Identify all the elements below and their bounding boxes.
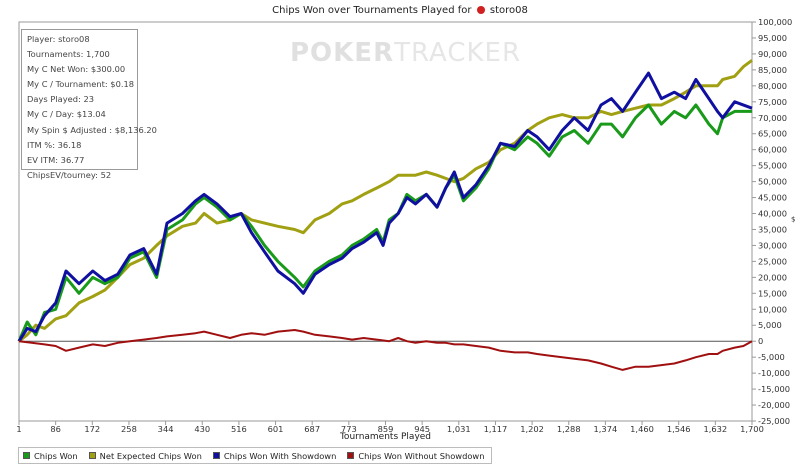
y-tick-label: -5,000: [758, 352, 785, 362]
stat-line: Tournaments: 1,700: [27, 49, 110, 60]
y-tick-label: 75,000: [758, 97, 787, 107]
y-tick-label: 35,000: [758, 224, 787, 234]
x-tick-label: 1,031: [447, 424, 471, 434]
y-axis-label: $: [791, 216, 795, 224]
stat-line: ChipsEV/tourney: 52: [27, 169, 112, 180]
y-tick-label: 60,000: [758, 145, 787, 155]
x-tick-label: 1,117: [484, 424, 508, 434]
x-tick-label: 516: [231, 424, 247, 434]
legend-label: Chips Won: [34, 450, 78, 461]
y-tick-label: 30,000: [758, 240, 787, 250]
stat-line: My C / Tournament: $0.18: [27, 79, 135, 90]
x-tick-label: 1,288: [557, 424, 581, 434]
stat-line: EV ITM: 36.77: [27, 154, 85, 165]
x-tick-label: 1,546: [667, 424, 691, 434]
x-tick-label: 1,202: [520, 424, 544, 434]
chart-title-text: Chips Won over Tournaments Played for: [272, 5, 472, 16]
y-tick-label: 65,000: [758, 129, 787, 139]
x-tick-label: 1,374: [594, 424, 618, 434]
x-tick-label: 86: [50, 424, 61, 434]
stat-line: My C Net Won: $300.00: [27, 64, 126, 75]
chart-title: Chips Won over Tournaments Played for st…: [0, 5, 800, 16]
stat-line: Player: storo08: [27, 34, 90, 44]
y-tick-label: 0: [758, 336, 763, 346]
legend-item: Chips Won With Showdown: [209, 451, 344, 461]
legend-label: Net Expected Chips Won: [99, 450, 202, 461]
pokertracker-watermark: POKERTRACKER: [290, 38, 521, 68]
stat-line: ITM %: 36.18: [27, 139, 82, 150]
y-tick-label: 45,000: [758, 193, 787, 203]
x-tick-label: 1: [16, 424, 21, 434]
y-tick-label: 40,000: [758, 209, 787, 219]
series-line-3: [18, 329, 753, 371]
red-spade-icon: [476, 6, 485, 14]
legend-item: Chips Won Without Showdown: [343, 451, 491, 461]
x-tick-label: 773: [341, 424, 357, 434]
y-tick-label: 15,000: [758, 288, 787, 298]
x-tick-label: 258: [121, 424, 137, 434]
watermark-part2: TRACKER: [394, 38, 522, 68]
stats-box: Player: storo08 Tournaments: 1,700 My C …: [21, 29, 157, 180]
y-tick-label: 5,000: [758, 320, 782, 330]
y-tick-label: 10,000: [758, 304, 787, 314]
series-line-1: [18, 59, 753, 343]
legend-item: Chips Won: [19, 451, 85, 461]
legend-item: Net Expected Chips Won: [85, 451, 209, 461]
stat-line: Days Played: 23: [27, 94, 95, 105]
watermark-part1: POKER: [290, 38, 395, 68]
y-tick-label: -15,000: [758, 384, 790, 394]
stat-line: My Spin $ Adjusted : $8,136.20: [27, 124, 157, 135]
x-tick-label: 344: [158, 424, 174, 434]
y-tick-label: 50,000: [758, 177, 787, 187]
x-tick-label: 945: [414, 424, 430, 434]
y-tick-label: 100,000: [758, 17, 792, 27]
legend-swatch: [23, 452, 30, 459]
y-tick-label: 55,000: [758, 161, 787, 171]
y-tick-label: 95,000: [758, 33, 787, 43]
y-tick-label: 70,000: [758, 113, 787, 123]
x-tick-label: 687: [304, 424, 320, 434]
stat-line: My C / Day: $13.04: [27, 109, 106, 120]
series-line-0: [17, 103, 752, 342]
y-tick-label: 25,000: [758, 256, 787, 266]
y-tick-label: 85,000: [758, 65, 787, 75]
legend: Chips Won Net Expected Chips Won Chips Won…: [18, 447, 493, 464]
x-tick-label: 601: [268, 424, 284, 434]
legend-swatch: [88, 452, 96, 459]
y-tick-label: -10,000: [758, 368, 790, 378]
x-tick-label: 1,460: [630, 424, 654, 434]
x-tick-label: 172: [84, 424, 100, 434]
legend-label: Chips Won Without Showdown: [358, 450, 485, 461]
x-axis-label: Tournaments Played: [339, 432, 431, 442]
x-tick-label: 430: [194, 424, 210, 434]
x-tick-label: 859: [378, 424, 394, 434]
y-tick-label: -25,000: [758, 416, 790, 426]
x-tick-label: 1,632: [703, 424, 727, 434]
y-tick-label: 20,000: [758, 272, 787, 282]
x-tick-label: 1,700: [740, 424, 764, 434]
chart-title-player: storo08: [489, 5, 528, 16]
y-tick-label: 80,000: [758, 81, 787, 91]
legend-swatch: [347, 452, 355, 459]
series-line-2: [17, 71, 753, 343]
y-tick-label: -20,000: [758, 400, 790, 410]
legend-swatch: [212, 452, 220, 459]
y-tick-label: 90,000: [758, 49, 787, 59]
legend-label: Chips Won With Showdown: [223, 450, 337, 461]
